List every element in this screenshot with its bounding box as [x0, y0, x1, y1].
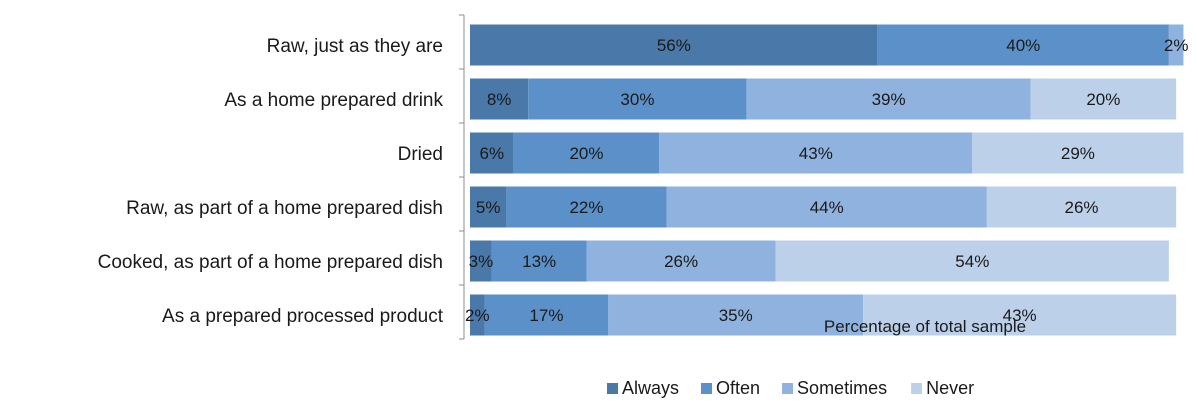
bar-segment-often — [528, 78, 747, 120]
category-labels: Raw, just as they are As a home prepared … — [98, 36, 444, 327]
bar-segment-never — [1030, 78, 1177, 120]
data-label: 29% — [1061, 144, 1095, 163]
data-label: 30% — [620, 90, 654, 109]
data-label: 2% — [465, 306, 490, 325]
bar-segment-often — [491, 240, 587, 282]
data-label: 40% — [1006, 36, 1040, 55]
category-label: Cooked, as part of a home prepared dish — [98, 252, 443, 273]
data-label: 43% — [799, 144, 833, 163]
legend-label: Never — [926, 378, 974, 398]
bar-segment-always — [470, 240, 492, 282]
bar-segment-always — [470, 294, 485, 336]
bar-segment-often — [506, 186, 667, 228]
data-label: 26% — [1065, 198, 1099, 217]
bar-segment-sometimes — [659, 132, 973, 174]
legend: Always Often Sometimes Never — [607, 378, 974, 398]
data-labels: 56% 40% 2% 8% 30% 39% 20% 6% 20% 43% 29% 5% 22% 44% 26… — [465, 36, 1188, 325]
data-label: 43% — [1003, 306, 1037, 325]
legend-swatch-always — [607, 383, 618, 394]
bar-segment-sometimes — [746, 78, 1031, 120]
bar-segment-never — [775, 240, 1169, 282]
bar-segment-often — [513, 132, 660, 174]
category-label: Raw, just as they are — [267, 36, 443, 57]
legend-label: Always — [622, 378, 679, 398]
bar-segment-always — [470, 24, 878, 66]
bar-segment-never — [972, 132, 1184, 174]
bar-segment-sometimes — [1168, 24, 1184, 66]
bar-segment-always — [470, 78, 529, 120]
category-label: Raw, as part of a home prepared dish — [126, 198, 443, 219]
bar-segment-often — [484, 294, 609, 336]
data-label: 5% — [476, 198, 501, 217]
bar-segment-sometimes — [608, 294, 864, 336]
legend-swatch-sometimes — [782, 383, 794, 394]
category-label: Dried — [398, 144, 443, 165]
data-label: 8% — [487, 90, 512, 109]
data-label: 2% — [1164, 36, 1189, 55]
x-axis-title: Percentage of total sample — [824, 317, 1026, 336]
bar-segment-never — [863, 294, 1177, 336]
data-label: 20% — [1086, 90, 1120, 109]
bar-segment-sometimes — [586, 240, 776, 282]
data-label: 22% — [569, 198, 603, 217]
bar-segment-often — [877, 24, 1169, 66]
legend-label: Often — [716, 378, 760, 398]
data-label: 20% — [569, 144, 603, 163]
data-label: 13% — [522, 252, 556, 271]
legend-swatch-never — [911, 383, 923, 394]
bars — [470, 24, 1184, 336]
data-label: 26% — [664, 252, 698, 271]
data-label: 3% — [469, 252, 494, 271]
bar-segment-never — [986, 186, 1177, 228]
data-label: 35% — [719, 306, 753, 325]
category-label: As a prepared processed product — [162, 306, 444, 327]
legend-swatch-often — [701, 383, 713, 394]
category-label: As a home prepared drink — [224, 90, 443, 111]
data-label: 44% — [810, 198, 844, 217]
data-label: 54% — [955, 252, 989, 271]
y-axis — [459, 14, 465, 340]
data-label: 39% — [872, 90, 906, 109]
data-label: 56% — [657, 36, 691, 55]
legend-label: Sometimes — [797, 378, 887, 398]
bar-segment-always — [470, 186, 507, 228]
bar-segment-sometimes — [666, 186, 987, 228]
bar-segment-always — [470, 132, 514, 174]
data-label: 6% — [480, 144, 505, 163]
data-label: 17% — [529, 306, 563, 325]
